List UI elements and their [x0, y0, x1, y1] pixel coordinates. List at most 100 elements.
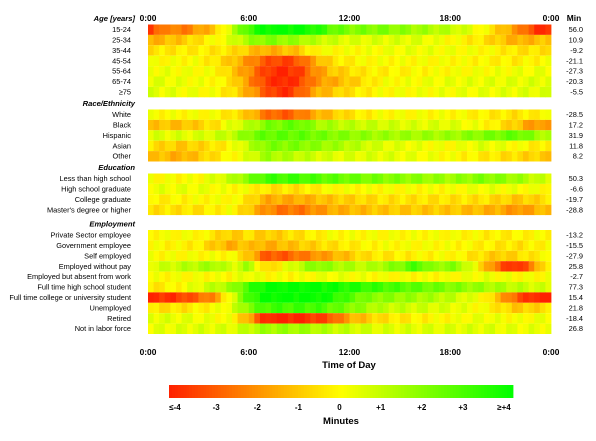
heat-cell	[483, 250, 490, 262]
heat-cell	[293, 130, 300, 141]
heat-cell	[433, 173, 440, 184]
heat-cell	[321, 302, 328, 314]
heat-cell	[299, 173, 306, 184]
heat-cell	[271, 323, 278, 334]
heat-cell	[523, 76, 530, 87]
heat-cell	[355, 240, 362, 251]
heat-cell	[248, 313, 255, 324]
heat-cell	[427, 323, 434, 334]
heat-cell	[489, 34, 496, 46]
heat-cell	[148, 151, 154, 162]
heat-cell	[254, 240, 261, 251]
heat-cell	[243, 194, 250, 205]
heat-cell	[332, 204, 339, 216]
heat-cell	[355, 140, 362, 152]
colorbar-step	[409, 385, 414, 398]
heat-cell	[388, 261, 395, 272]
heat-cell	[203, 45, 210, 56]
heat-cell	[416, 151, 423, 162]
heat-cell	[148, 109, 154, 120]
top-tick-label: 0:00	[543, 13, 560, 23]
heat-cell	[327, 261, 334, 272]
colorbar-step	[312, 385, 316, 398]
heat-cell	[483, 66, 490, 77]
heatmap-row	[148, 76, 552, 87]
colorbar-step	[223, 385, 227, 398]
heat-cell	[506, 302, 513, 314]
heat-cell	[478, 230, 485, 241]
heat-cell	[523, 109, 530, 120]
heat-cell	[506, 45, 513, 56]
heat-cell	[405, 230, 412, 241]
heat-cell	[511, 130, 518, 141]
heat-cell	[153, 302, 160, 314]
heat-cell	[528, 34, 535, 46]
heat-cell	[383, 323, 390, 334]
heat-cell	[528, 140, 535, 152]
heat-cell	[271, 250, 278, 262]
heat-cell	[422, 34, 429, 46]
heat-cell	[327, 230, 334, 241]
heat-cell	[355, 55, 362, 67]
colorbar-step	[492, 385, 497, 398]
heat-cell	[483, 86, 490, 98]
heat-cell	[450, 323, 457, 334]
heat-cell	[187, 183, 194, 195]
heat-cell	[483, 323, 490, 334]
heat-cell	[164, 55, 171, 67]
heat-cell	[461, 86, 468, 98]
colorbar-step	[292, 385, 296, 398]
heat-cell	[545, 34, 552, 46]
colorbar-step	[320, 385, 325, 398]
heat-cell	[343, 292, 350, 303]
heat-cell	[248, 194, 255, 205]
heat-cell	[198, 292, 205, 303]
heat-cell	[517, 76, 524, 87]
heat-cell	[338, 109, 345, 120]
heat-cell	[506, 86, 513, 98]
heat-cell	[461, 24, 468, 35]
heat-cell	[450, 292, 457, 303]
heat-cell	[215, 271, 222, 282]
heat-cell	[187, 173, 194, 184]
heat-cell	[338, 55, 345, 67]
heat-cell	[181, 204, 188, 216]
heat-cell	[360, 313, 367, 324]
row-label: Unemployed	[90, 303, 132, 312]
heat-cell	[461, 194, 468, 205]
heat-cell	[338, 24, 345, 35]
heat-cell	[192, 250, 199, 262]
heat-cell	[399, 66, 406, 77]
heat-cell	[399, 24, 406, 35]
heat-cell	[349, 130, 356, 141]
heat-cell	[299, 119, 306, 131]
heat-cell	[315, 183, 322, 195]
colorbar-step	[341, 385, 345, 398]
heat-cell	[523, 183, 530, 195]
heat-cell	[349, 76, 356, 87]
heat-cell	[231, 271, 238, 282]
colorbar-step	[455, 385, 459, 398]
heat-cell	[248, 271, 255, 282]
heat-cell	[517, 194, 524, 205]
heat-cell	[170, 130, 177, 141]
heat-cell	[427, 86, 434, 98]
heat-cell	[293, 183, 300, 195]
heat-cell	[259, 76, 266, 87]
heat-cell	[226, 323, 233, 334]
heat-cell	[506, 66, 513, 77]
colorbar-step	[432, 385, 436, 398]
heat-cell	[433, 183, 440, 195]
colorbar-step	[226, 385, 230, 398]
heat-cell	[192, 86, 199, 98]
heat-cell	[321, 230, 328, 241]
heatmap-row	[148, 151, 552, 162]
heat-cell	[148, 240, 154, 251]
heat-cell	[349, 45, 356, 56]
heat-cell	[450, 66, 457, 77]
heat-cell	[243, 24, 250, 35]
heat-cell	[159, 55, 166, 67]
heat-cell	[332, 130, 339, 141]
heat-cell	[545, 119, 552, 131]
heat-cell	[304, 282, 311, 293]
